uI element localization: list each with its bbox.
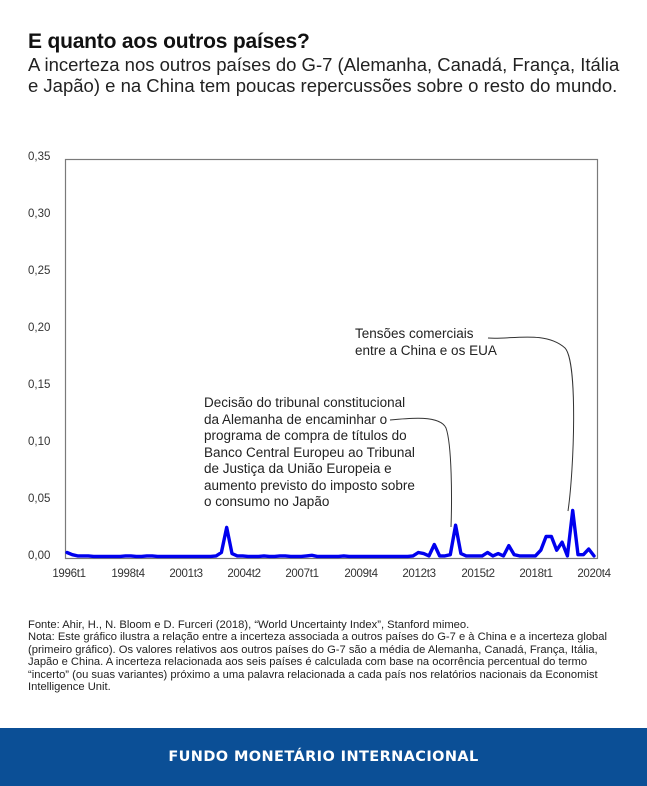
x-tick-label: 2015t2 bbox=[461, 568, 495, 580]
line-chart bbox=[64, 158, 599, 560]
x-tick-label: 2020t4 bbox=[577, 568, 611, 580]
x-tick-label: 2001t3 bbox=[169, 568, 203, 580]
x-tick-label: 1998t4 bbox=[111, 568, 145, 580]
annotation-leader-line bbox=[487, 336, 575, 512]
annotation-leader-line bbox=[389, 417, 452, 528]
x-tick-label: 2009t4 bbox=[344, 568, 378, 580]
y-tick-label: 0,30 bbox=[28, 208, 51, 220]
y-tick-label: 0,00 bbox=[28, 550, 51, 562]
plot-frame bbox=[64, 158, 599, 560]
chart-subtitle: A incerteza nos outros países do G-7 (Al… bbox=[28, 54, 620, 96]
footer-org-name: FUNDO MONETÁRIO INTERNACIONAL bbox=[168, 749, 479, 765]
y-tick-label: 0,10 bbox=[28, 436, 51, 448]
x-tick-label: 1996t1 bbox=[52, 568, 86, 580]
explanatory-note: Nota: Este gráfico ilustra a relação ent… bbox=[28, 631, 607, 694]
x-tick-label: 2012t3 bbox=[402, 568, 436, 580]
x-tick-label: 2007t1 bbox=[285, 568, 319, 580]
chart-notes: Fonte: Ahir, H., N. Bloom e D. Furceri (… bbox=[28, 619, 628, 693]
y-tick-label: 0,35 bbox=[28, 151, 51, 163]
chart-title: E quanto aos outros países? bbox=[28, 30, 310, 53]
source-note: Fonte: Ahir, H., N. Bloom e D. Furceri (… bbox=[28, 619, 470, 631]
y-tick-label: 0,20 bbox=[28, 322, 51, 334]
uncertainty-series-line bbox=[65, 508, 596, 559]
footer-banner: FUNDO MONETÁRIO INTERNACIONAL bbox=[0, 728, 647, 786]
y-tick-label: 0,15 bbox=[28, 379, 51, 391]
x-tick-label: 2018t1 bbox=[519, 568, 553, 580]
x-tick-label: 2004t2 bbox=[227, 568, 261, 580]
y-tick-label: 0,25 bbox=[28, 265, 51, 277]
y-tick-label: 0,05 bbox=[28, 493, 51, 505]
annotation-trade-tensions: Tensões comerciais entre a China e os EU… bbox=[355, 326, 497, 358]
annotation-german-court: Decisão do tribunal constitucional da Al… bbox=[204, 395, 415, 509]
